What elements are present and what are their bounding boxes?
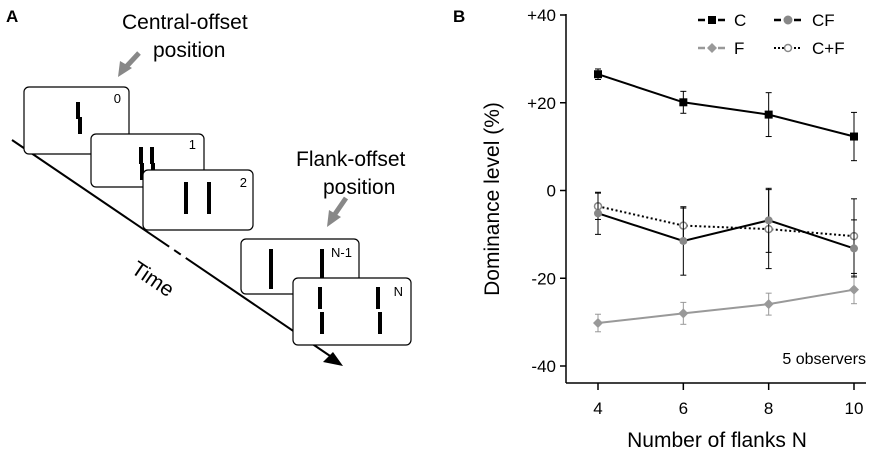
x-tick-label: 10	[845, 399, 864, 418]
data-point	[764, 216, 773, 225]
series-f	[593, 275, 859, 333]
x-tick-label: 4	[593, 399, 602, 418]
legend-item-f: F	[698, 39, 744, 58]
frame-number: N-1	[331, 245, 352, 260]
series-cf	[594, 187, 858, 278]
flank-pointer-arrow	[327, 196, 349, 227]
time-arrowhead	[323, 352, 343, 366]
legend-item-cf: CF	[774, 11, 835, 30]
y-tick-label: -40	[531, 357, 556, 376]
data-point	[849, 284, 859, 295]
frame-number: N	[394, 284, 403, 299]
y-tick-label: 0	[547, 182, 556, 201]
central-offset-label-line1: Central-offset	[122, 11, 248, 34]
x-tick-label: 6	[679, 399, 688, 418]
data-point	[764, 110, 773, 119]
x-ticks: 4 6 8 10	[593, 383, 863, 418]
x-axis-title: Number of flanks N	[627, 429, 807, 452]
central-offset-label-line2: position	[153, 39, 225, 62]
data-point	[678, 308, 689, 319]
y-ticks: +40 +20 0 -20 -40	[527, 6, 566, 376]
series-line	[597, 212, 855, 250]
y-axis-title: Dominance level (%)	[481, 102, 504, 296]
data-point	[594, 70, 602, 79]
time-axis	[11, 139, 337, 361]
legend-label: F	[734, 39, 744, 58]
series-line	[597, 288, 855, 324]
legend-item-c: C	[698, 11, 746, 30]
data-point	[594, 209, 602, 218]
central-pointer-arrow	[118, 51, 141, 77]
data-point	[850, 132, 858, 141]
data-point	[679, 98, 688, 107]
legend-item-c-plus-f: C+F	[774, 39, 845, 58]
data-point	[679, 236, 688, 245]
time-label: Time	[127, 257, 178, 302]
stimulus-frame-2: 2	[142, 169, 254, 231]
legend-label: C	[734, 11, 746, 30]
y-tick-label: -20	[531, 269, 556, 288]
panel-a: A Central-offset position Time 0 1	[6, 7, 412, 366]
observers-note: 5 observers	[782, 351, 866, 368]
stimulus-frame-n: N	[292, 277, 412, 346]
frame-number: 2	[240, 175, 247, 190]
series-c	[594, 68, 858, 162]
panel-b-letter: B	[453, 7, 465, 26]
legend-label: C+F	[812, 39, 845, 58]
series-layer	[593, 68, 859, 333]
y-tick-label: +40	[527, 6, 556, 25]
data-point	[593, 318, 603, 329]
data-point	[763, 299, 774, 310]
panel-b: B +40 +20 0 -20 -40 4 6 8 10 Dominance level (%…	[453, 6, 866, 452]
legend-label: CF	[812, 11, 835, 30]
legend: C CF F C+F	[698, 11, 845, 58]
x-tick-label: 8	[764, 399, 773, 418]
flank-offset-label-line1: Flank-offset	[296, 148, 405, 171]
data-point	[850, 244, 858, 253]
y-tick-label: +20	[527, 94, 556, 113]
series-line	[597, 73, 855, 138]
frame-number: 0	[114, 91, 121, 106]
flank-offset-label-line2: position	[323, 176, 395, 199]
panel-a-letter: A	[6, 7, 18, 26]
frame-number: 1	[189, 137, 196, 152]
